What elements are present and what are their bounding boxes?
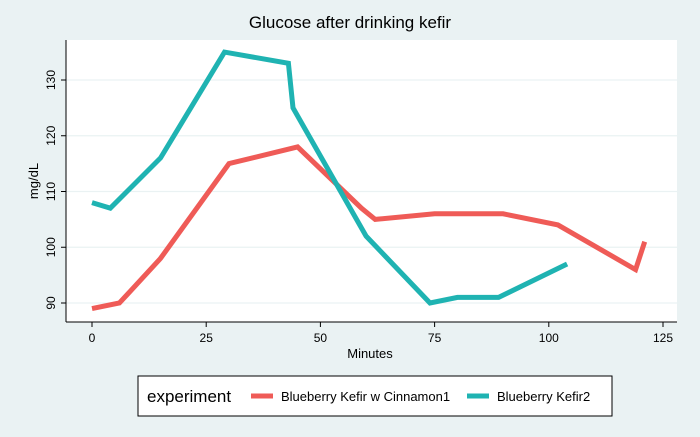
y-tick-label-100: 100 (44, 237, 58, 257)
legend: experiment Blueberry Kefir w Cinnamon1 B… (137, 375, 613, 417)
plot-area (66, 40, 677, 322)
series-line-cinnamon1 (91, 144, 648, 312)
x-tick-label-25: 25 (200, 331, 214, 345)
x-tick-label-0: 0 (89, 331, 96, 345)
legend-label-kefir2: Blueberry Kefir2 (497, 389, 590, 404)
series-line-kefir2 (91, 49, 569, 306)
y-axis-label: mg/dL (26, 163, 41, 199)
y-tick-label-90: 90 (44, 296, 58, 310)
x-axis-label: Minutes (347, 346, 393, 361)
x-tick-label-75: 75 (428, 331, 442, 345)
legend-box (137, 375, 613, 417)
legend-title: experiment (147, 387, 231, 406)
x-tick-label-50: 50 (314, 331, 328, 345)
x-tick-label-100: 100 (539, 331, 559, 345)
y-tick-label-130: 130 (44, 70, 58, 90)
y-tick-label-120: 120 (44, 125, 58, 145)
x-tick-label-125: 125 (653, 331, 673, 345)
series-lines (91, 49, 648, 312)
y-tick-label-110: 110 (44, 182, 58, 201)
chart-title: Glucose after drinking kefir (249, 13, 452, 32)
legend-label-cinnamon1: Blueberry Kefir w Cinnamon1 (281, 389, 450, 404)
axis-ticks: 90 100 110 120 130 0 25 50 75 100 125 (44, 70, 673, 345)
